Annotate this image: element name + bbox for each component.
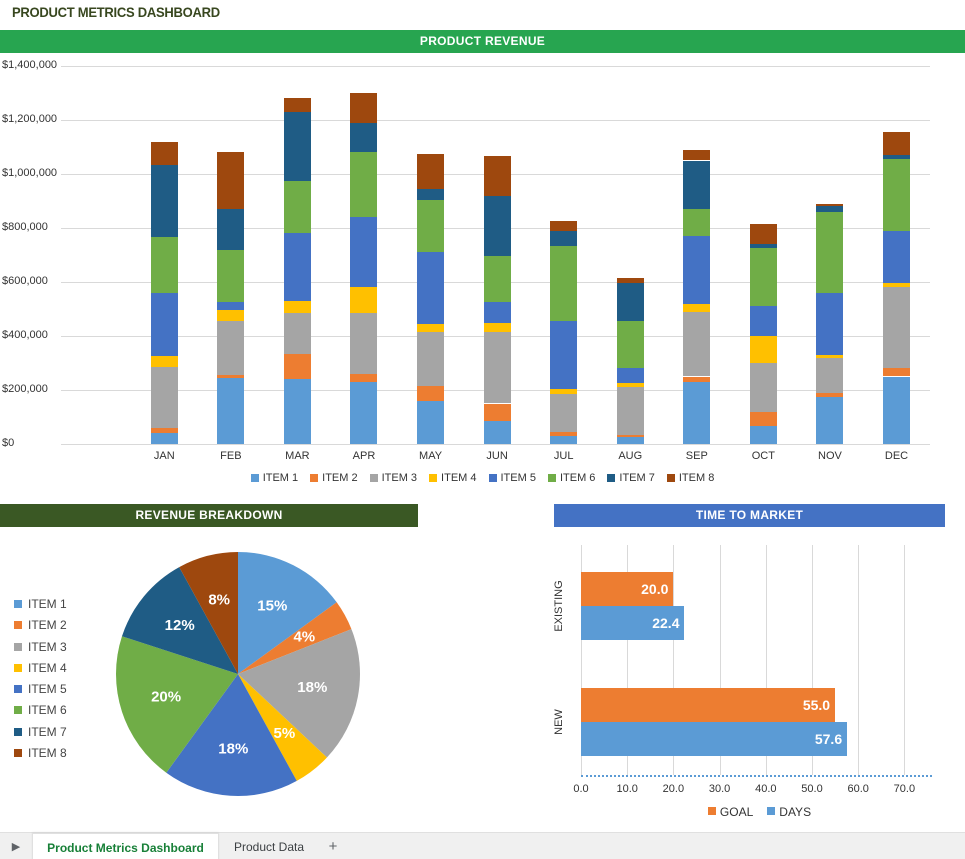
svg-text:18%: 18%: [218, 740, 248, 757]
svg-text:12%: 12%: [165, 617, 195, 634]
svg-text:5%: 5%: [274, 725, 296, 742]
svg-text:15%: 15%: [257, 598, 287, 615]
svg-text:18%: 18%: [297, 679, 327, 696]
svg-text:20%: 20%: [151, 688, 181, 705]
svg-text:8%: 8%: [208, 592, 230, 609]
svg-text:4%: 4%: [293, 629, 315, 646]
